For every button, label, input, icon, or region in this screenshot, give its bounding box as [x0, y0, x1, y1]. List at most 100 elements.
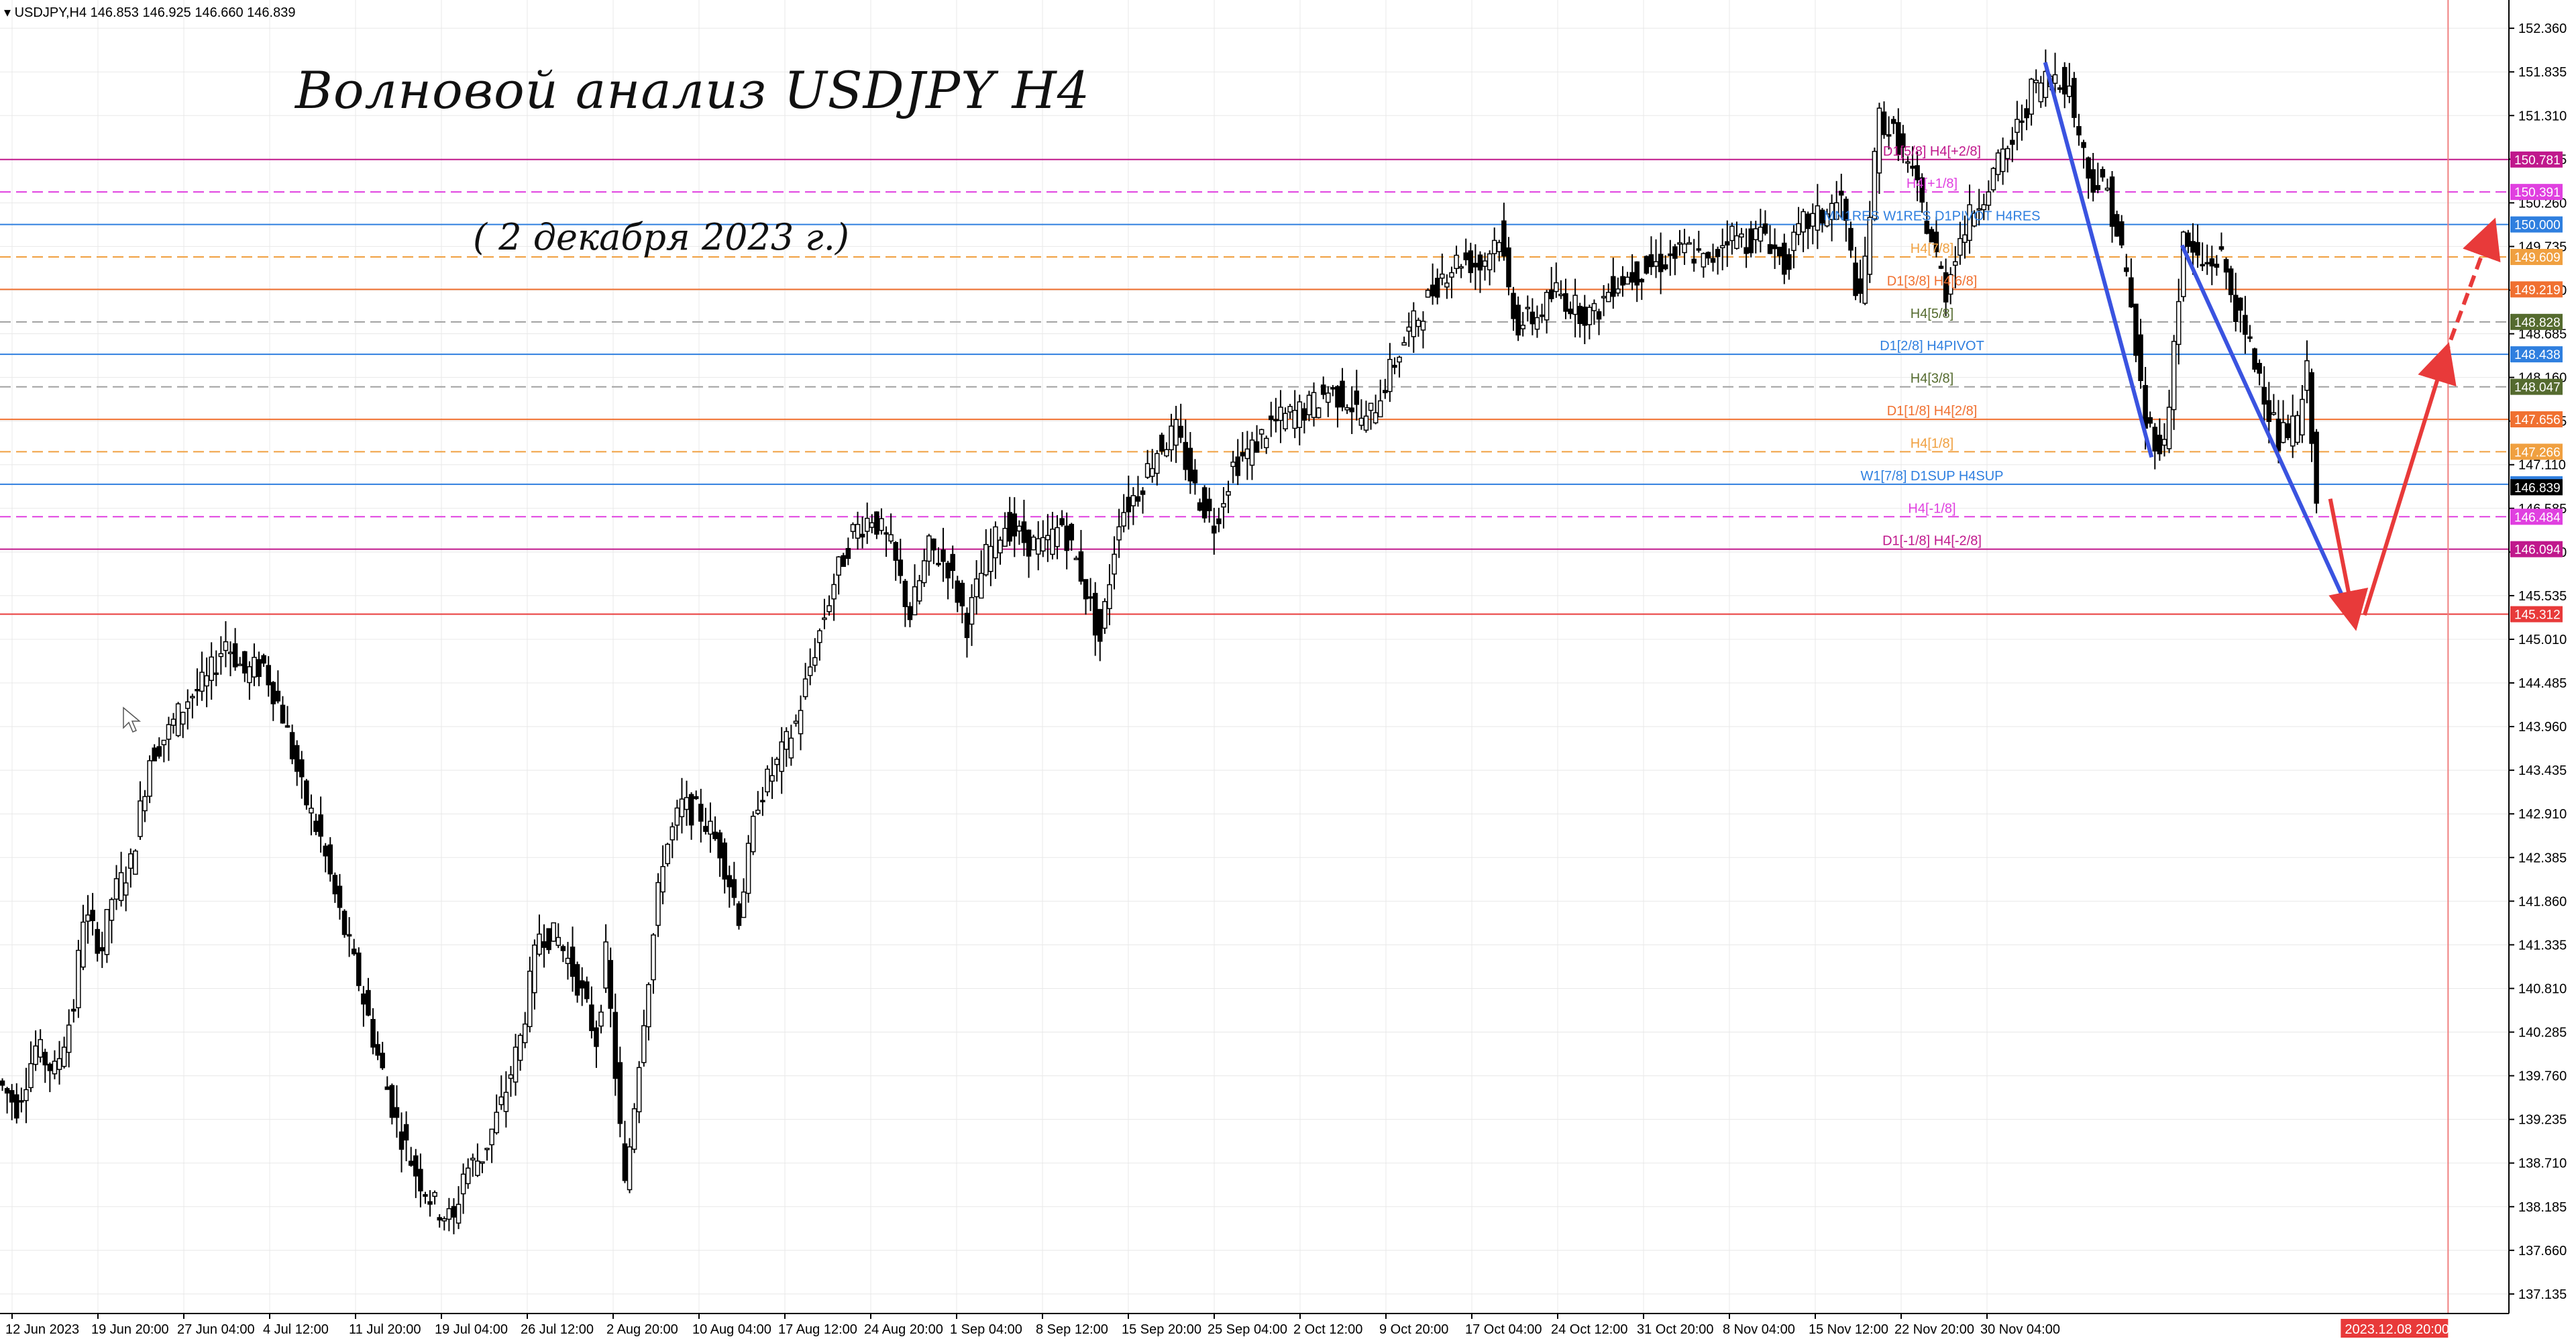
candle-body [1040, 537, 1046, 552]
candle-body [2090, 169, 2096, 193]
candle-body [1306, 394, 1312, 415]
candle-body [441, 1218, 447, 1222]
candle-body [90, 910, 95, 922]
candle-body [480, 1161, 485, 1164]
candle-body [42, 1051, 48, 1066]
candle-body [394, 1107, 400, 1118]
candle-body [1596, 311, 1602, 320]
candle-body [323, 845, 328, 857]
candle-body [2166, 407, 2172, 449]
price-tick-label: 137.660 [2518, 1244, 2567, 1258]
time-tick-label: 8 Sep 12:00 [1036, 1322, 1108, 1337]
candle-body [1254, 441, 1260, 453]
level-price-tag [2510, 411, 2563, 428]
candle-body [1278, 407, 1283, 421]
price-tick-label: 152.360 [2518, 21, 2567, 36]
candle-body [936, 563, 941, 566]
current-price-text: 146.839 [2514, 481, 2561, 495]
candle-body [1026, 529, 1032, 557]
cursor-time-text: 2023.12.08 20:00 [2345, 1322, 2449, 1337]
candle-body [513, 1047, 519, 1083]
candle-body [945, 562, 951, 579]
price-tick-label: 139.760 [2518, 1069, 2567, 1084]
candle-body [375, 1044, 380, 1056]
candle-body [1905, 161, 1911, 164]
candle-body [261, 655, 266, 664]
candle-body [1839, 191, 1844, 196]
candle-body [631, 1108, 637, 1150]
price-tick-label: 142.385 [2518, 851, 2567, 865]
level-label: H4[1/8] [1911, 436, 1953, 451]
level-price-tag-text: 148.438 [2514, 348, 2561, 362]
candle-body [973, 578, 979, 598]
candle-body [1449, 272, 1454, 278]
candle-body [432, 1191, 437, 1197]
candle-body [1263, 437, 1269, 449]
level-price-tag [2510, 184, 2563, 201]
candle-body [684, 797, 690, 810]
candle-body [888, 534, 894, 542]
candle-body [859, 533, 865, 538]
candle-body [437, 1217, 442, 1221]
candle-body [2015, 119, 2020, 133]
candle-body [104, 909, 110, 955]
candle-body [527, 970, 533, 1028]
time-tick-label: 10 Aug 04:00 [692, 1322, 771, 1337]
candle-body [926, 535, 932, 562]
candle-body [1919, 177, 1925, 203]
candle-body [560, 946, 566, 951]
candle-body [2038, 82, 2044, 103]
candle-body [1226, 491, 1231, 496]
candle-body [413, 1155, 419, 1177]
candle-body [2104, 187, 2110, 191]
candle-body [170, 718, 176, 726]
candle-body [1083, 579, 1089, 600]
candle-body [1947, 274, 1953, 295]
candle-body [598, 1011, 604, 1027]
time-tick-label: 8 Nov 04:00 [1723, 1322, 1795, 1337]
candle-body [1525, 307, 1531, 309]
candle-body [1316, 407, 1322, 419]
candle-body [498, 1096, 504, 1106]
candle-body [517, 1034, 523, 1061]
time-axis[interactable] [0, 1314, 2576, 1339]
candle-body [318, 814, 323, 837]
candle-body [2067, 85, 2072, 97]
candle-body [1344, 407, 1350, 411]
candle-body [2181, 231, 2186, 297]
candle-body [898, 559, 904, 576]
candle-body [812, 657, 818, 666]
candle-body [1035, 538, 1041, 555]
candle-body [1539, 314, 1545, 317]
price-tick-label: 144.485 [2518, 676, 2567, 691]
candle-body [883, 532, 889, 535]
candle-body [275, 690, 281, 702]
dropdown-triangle-icon[interactable]: ▾ [4, 5, 11, 20]
candle-body [2004, 148, 2010, 160]
candle-body [594, 1027, 599, 1047]
candle-body [2300, 398, 2305, 436]
candle-body [1753, 228, 1759, 240]
candle-body [612, 1012, 619, 1079]
candle-body [1506, 247, 1511, 288]
candle-body [1972, 213, 1977, 227]
candle-body [2024, 108, 2029, 119]
candle-body [1397, 356, 1402, 363]
price-tick-label: 141.860 [2518, 894, 2567, 909]
candle-body [722, 842, 727, 880]
candle-body [313, 820, 319, 833]
candle-body [2076, 125, 2082, 136]
candle-body [1605, 292, 1611, 303]
price-tick-label: 141.335 [2518, 938, 2567, 953]
candle-body [337, 886, 343, 908]
candle-body [1577, 305, 1582, 324]
candle-body [703, 826, 708, 833]
candle-body [1677, 242, 1682, 245]
candle-body [270, 682, 276, 704]
level-price-tag-text: 150.781 [2514, 154, 2561, 168]
candle-body [1087, 596, 1093, 599]
level-label: H4[5/8] [1911, 307, 1953, 321]
